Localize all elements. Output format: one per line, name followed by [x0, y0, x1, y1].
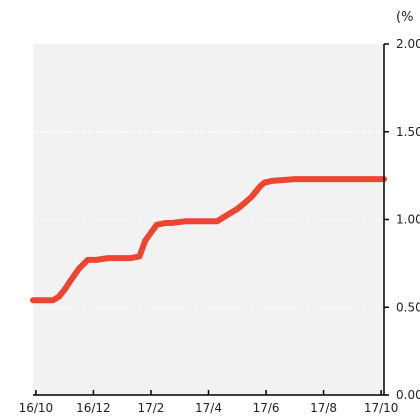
x-tick-label: 17/4 — [195, 401, 222, 415]
y-tick-label: 0.00 — [396, 388, 420, 402]
tick-labels: 2.00 1.50 1.00 0.50 0.00 16/10 16/12 17/2 17/4 17… — [19, 37, 420, 415]
y-tick-label: 0.50 — [396, 300, 420, 314]
y-tick-label: 1.00 — [396, 213, 420, 227]
x-tick-label: 17/6 — [253, 401, 280, 415]
y-tick-label: 1.50 — [396, 125, 420, 139]
series-layer — [30, 176, 387, 304]
y-tick-label: 2.00 — [396, 37, 420, 51]
series-line — [30, 176, 387, 304]
x-tick-label: 16/12 — [76, 401, 111, 415]
x-tick-label: 17/10 — [364, 401, 399, 415]
unit-label: (% — [396, 10, 413, 25]
axes — [33, 43, 389, 396]
x-tick-label: 16/10 — [19, 401, 54, 415]
x-tick-label: 17/2 — [137, 401, 164, 415]
x-tick-label: 17/8 — [310, 401, 337, 415]
